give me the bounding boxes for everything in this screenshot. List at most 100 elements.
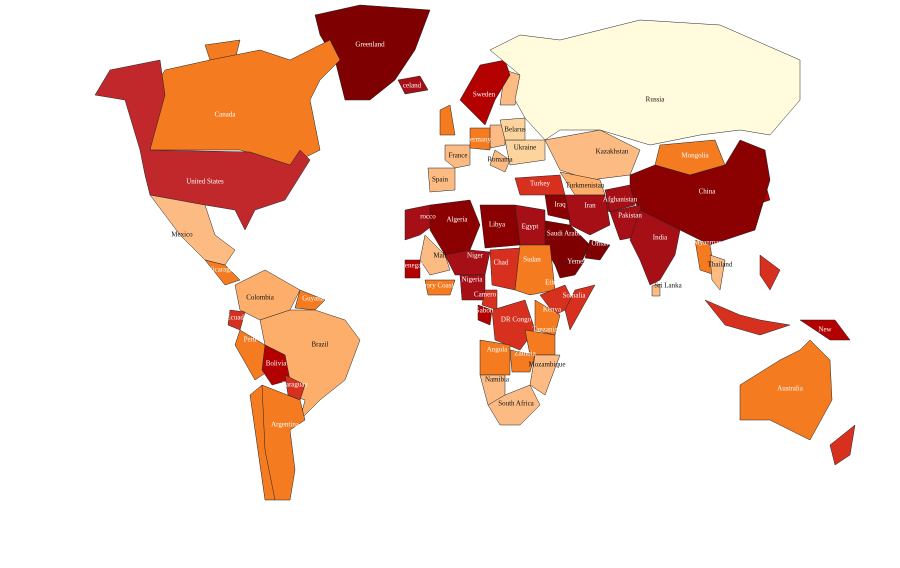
country-label: Somalia <box>563 292 587 300</box>
country <box>479 339 511 376</box>
country <box>739 339 833 441</box>
country-label: Brazil <box>311 341 328 349</box>
country-label: Germany <box>465 136 492 144</box>
country-label: Peru <box>244 336 257 344</box>
country-label: Indonesia <box>741 307 769 315</box>
country <box>459 59 511 126</box>
country-label: Sri Lanka <box>654 282 682 290</box>
country <box>429 199 481 256</box>
country-label: Egypt <box>522 223 539 231</box>
country-labels: Greenland celand Canada United States Mexico… <box>171 41 832 429</box>
country <box>204 259 241 286</box>
country-label: Russia <box>646 96 666 104</box>
country <box>469 127 491 151</box>
country <box>489 149 511 173</box>
country <box>444 144 471 169</box>
country-label: Ivory Coast <box>421 282 454 290</box>
country-label: Iraq <box>554 201 566 209</box>
country-label: Paraguay <box>282 381 309 389</box>
country <box>499 117 526 141</box>
country <box>704 299 791 336</box>
country <box>427 167 456 193</box>
country <box>439 104 456 136</box>
country-label: Iran <box>584 202 596 210</box>
country <box>584 239 611 261</box>
country-label: Ukraine <box>514 144 537 152</box>
country-label: celand <box>403 82 422 90</box>
country <box>709 254 726 291</box>
country <box>799 319 851 341</box>
country-label: Ecuador <box>226 314 250 322</box>
country-label: Greenland <box>355 41 385 49</box>
country-label: Mexico <box>171 231 193 239</box>
country-label: Nicaragua <box>208 266 238 274</box>
country-label: United States <box>186 178 224 186</box>
country-label: Spain <box>432 176 448 184</box>
country <box>234 329 271 381</box>
country <box>489 19 801 146</box>
country-label: South Africa <box>498 400 534 408</box>
country-label: Chad <box>494 259 509 267</box>
country-label: Turkey <box>530 180 550 188</box>
country <box>404 259 421 279</box>
country-label: Turkmenistan <box>566 182 605 190</box>
country-label: Tanzania <box>532 326 558 334</box>
country-label: enegal <box>405 262 423 270</box>
country <box>759 254 781 291</box>
country <box>424 279 456 296</box>
country-label: Ethiopia <box>545 279 570 287</box>
country <box>261 384 306 501</box>
country <box>509 349 536 373</box>
country-label: Gabon <box>475 307 494 315</box>
country <box>477 304 493 326</box>
country-label: Sweden <box>473 91 496 99</box>
country-label: Guyana <box>302 295 325 303</box>
country-label: Argentina <box>271 421 300 429</box>
country-label: Myanmar <box>693 239 721 247</box>
country-label: France <box>448 152 467 160</box>
country-label: Sudan <box>523 256 541 264</box>
country-label: Mozambique <box>529 361 566 369</box>
country <box>604 184 636 213</box>
country <box>529 354 561 396</box>
country <box>504 139 546 166</box>
country-label: Pakistan <box>618 212 642 220</box>
country-label: Romania <box>487 156 513 164</box>
country-label: Angola <box>487 346 509 354</box>
country-label: India <box>653 234 668 242</box>
country-label: Algeria <box>447 216 469 224</box>
country <box>651 283 661 297</box>
country-label: Namibia <box>485 376 510 384</box>
country-label: Kazakhstan <box>596 148 629 156</box>
country-label: Oman <box>591 240 609 248</box>
country-label: New <box>818 326 832 334</box>
country-label: Colombia <box>246 294 275 302</box>
country-label: Niger <box>467 252 484 260</box>
country-label: Belarus <box>504 126 526 134</box>
country-label: Thailand <box>708 261 733 269</box>
country <box>444 249 491 276</box>
country <box>554 259 586 279</box>
country <box>629 209 681 286</box>
country-label: Australia <box>777 385 804 393</box>
country <box>564 284 596 331</box>
country-label: rocco <box>420 213 436 221</box>
country-label: Mongolia <box>681 152 709 160</box>
country <box>149 39 341 166</box>
country <box>397 75 429 95</box>
country-label: Canada <box>215 111 237 119</box>
country-label: China <box>699 188 717 196</box>
country <box>514 244 556 296</box>
country-label: Libya <box>489 221 506 229</box>
country <box>544 194 571 221</box>
country-label: Bolivia <box>266 360 288 368</box>
country-label: DR Congo <box>501 316 532 324</box>
country <box>419 234 451 276</box>
country-label: Kenya <box>543 306 562 314</box>
country-label: Nigeria <box>462 276 484 284</box>
country <box>487 384 541 426</box>
country <box>261 344 291 386</box>
country-label: Zambia <box>514 350 536 358</box>
country <box>829 424 856 466</box>
country-label: Yemen <box>567 258 587 266</box>
